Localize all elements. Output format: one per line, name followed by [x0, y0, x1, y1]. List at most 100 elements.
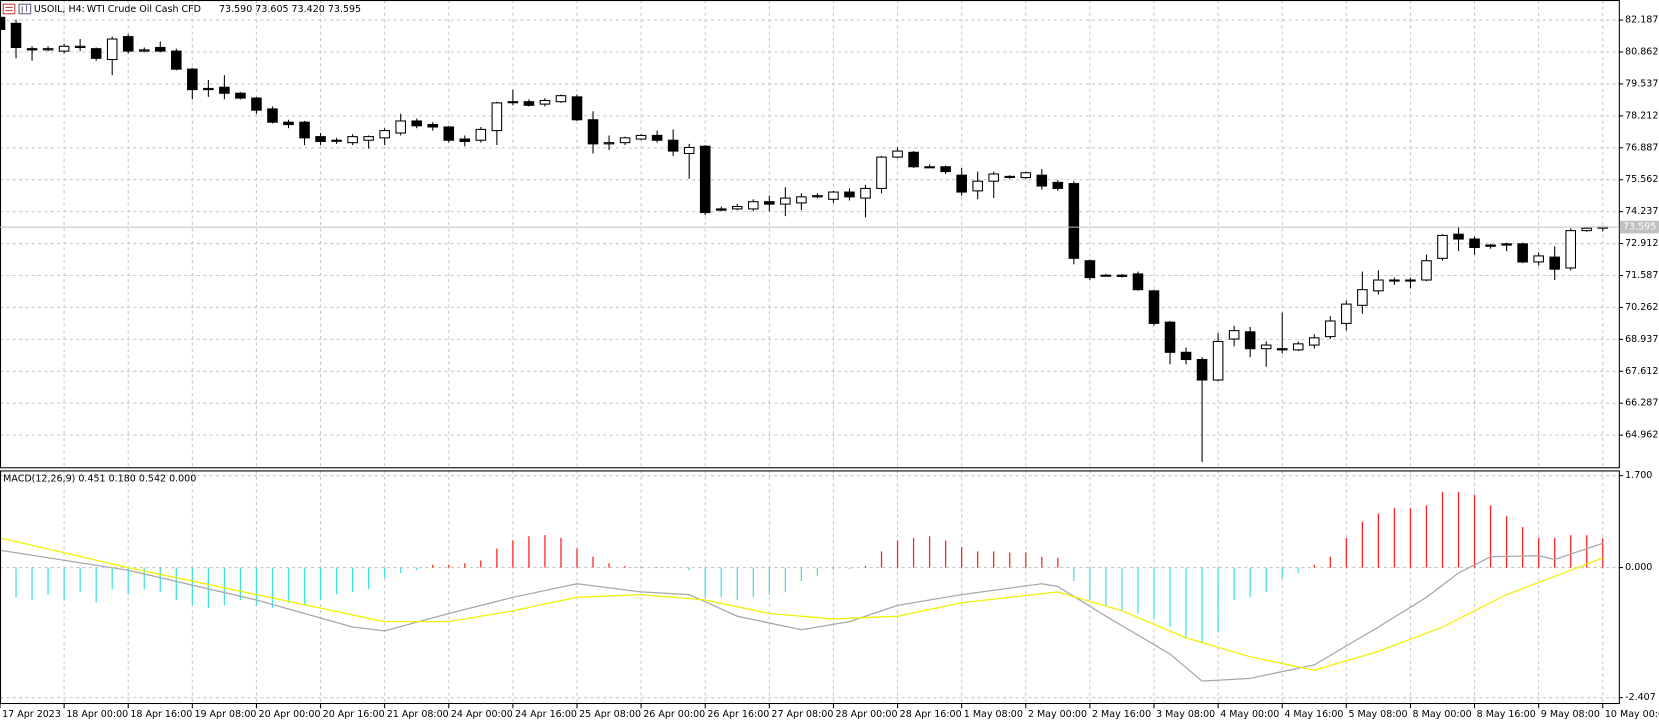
candle-body	[283, 121, 294, 126]
candle-body	[715, 208, 727, 211]
candle-body	[683, 146, 695, 155]
x-tick-label: 5 May 08:00	[1348, 709, 1407, 720]
candle-body	[1244, 331, 1256, 350]
candle-body	[587, 119, 599, 145]
candle-body	[235, 92, 246, 99]
x-tick-label: 4 May 16:00	[1284, 709, 1343, 720]
candle-body	[1565, 230, 1577, 269]
candle-body	[459, 138, 471, 142]
candle-body	[1260, 344, 1272, 350]
candle-body	[523, 101, 535, 106]
x-tick-label: 24 Apr 16:00	[515, 709, 577, 720]
y-tick-label: 0.000	[1625, 562, 1652, 573]
candle-body	[1212, 340, 1224, 381]
ohlc-readout: 73.590 73.605 73.420 73.595	[219, 4, 361, 15]
candle-body	[154, 46, 166, 52]
x-tick-label: 20 Apr 16:00	[323, 709, 385, 720]
x-tick-label: 26 Apr 00:00	[643, 709, 705, 720]
candle-body	[1357, 289, 1368, 306]
macd-title: MACD(12,26,9) 0.451 0.180 0.542 0.000	[3, 473, 196, 484]
candle-body	[267, 108, 278, 123]
candle-body	[90, 48, 102, 59]
candle-body	[828, 191, 839, 200]
candle-body	[1052, 181, 1064, 189]
candle-body	[1533, 255, 1544, 263]
candle-body	[1148, 290, 1160, 324]
x-tick-label: 8 May 16:00	[1477, 709, 1536, 720]
x-tick-label: 8 May 00:00	[1413, 709, 1472, 720]
candle-body	[395, 120, 406, 134]
chart-subtitle: WTI Crude Oil Cash CFD	[87, 4, 201, 15]
y-tick-label: 1.700	[1625, 470, 1652, 481]
candle-body	[1437, 234, 1448, 259]
y-tick-label: 67.612	[1625, 366, 1658, 377]
candle-body	[507, 101, 519, 104]
x-tick-label: 18 Apr 16:00	[130, 709, 192, 720]
candle-body	[315, 136, 326, 142]
candle-body	[555, 95, 567, 103]
candle-body	[924, 166, 935, 169]
x-tick-label: 3 May 08:00	[1156, 709, 1215, 720]
candle-body	[539, 99, 551, 105]
candle-body	[10, 22, 22, 48]
candle-body	[171, 50, 182, 70]
x-tick-label: 28 Apr 16:00	[900, 709, 962, 720]
candle-body	[1341, 303, 1352, 324]
candle-body	[1469, 238, 1480, 249]
candle-body	[331, 139, 342, 142]
x-tick-label: 4 May 00:00	[1220, 709, 1279, 720]
candle-body	[1453, 233, 1464, 240]
candle-body	[1196, 358, 1208, 381]
candle-body	[860, 187, 871, 199]
x-tick-label: 2 May 16:00	[1092, 709, 1151, 720]
y-tick-label: 66.287	[1625, 398, 1658, 409]
candle-body	[844, 191, 855, 198]
candle-body	[1421, 260, 1432, 281]
y-tick-label: 71.587	[1625, 270, 1658, 281]
candle-body	[347, 136, 358, 144]
bid-label-box	[1619, 220, 1659, 234]
x-tick-label: 25 Apr 08:00	[579, 709, 641, 720]
candle-body	[796, 196, 807, 204]
mark-layer	[0, 10, 1609, 682]
x-tick-label: 10 May 00:00	[1605, 709, 1659, 720]
candle-body	[1501, 243, 1512, 246]
candle-body	[1020, 172, 1032, 179]
candle-body	[812, 195, 823, 198]
candle-body	[876, 156, 887, 189]
candle-body	[1004, 175, 1016, 178]
candle-body	[1276, 348, 1288, 351]
candle-body	[1308, 337, 1320, 346]
candle-body	[411, 120, 423, 127]
candle-body	[1405, 279, 1416, 282]
candle-body	[443, 126, 455, 141]
x-tick-label: 26 Apr 16:00	[707, 709, 769, 720]
x-tick-label: 19 Apr 08:00	[194, 709, 256, 720]
y-tick-label: 70.262	[1625, 302, 1658, 313]
candle-body	[138, 49, 150, 52]
candle-body	[1116, 274, 1128, 277]
y-tick-label: 68.937	[1625, 334, 1658, 345]
candle-body	[780, 197, 791, 205]
chart-title: USOIL, H4:	[34, 4, 85, 15]
x-tick-label: 9 May 08:00	[1541, 709, 1600, 720]
candle-body	[571, 96, 583, 121]
candle-body	[1485, 244, 1496, 247]
candle-body	[42, 48, 54, 51]
candle-body	[1292, 343, 1304, 351]
candle-body	[764, 201, 775, 205]
y-tick-label: 82.187	[1625, 15, 1658, 26]
y-tick-label: 72.912	[1625, 238, 1658, 249]
y-tick-label: 74.237	[1625, 206, 1658, 217]
candle-body	[699, 145, 711, 214]
candle-body	[651, 134, 663, 141]
candle-body	[908, 151, 919, 168]
candle-body	[635, 134, 647, 140]
x-tick-label: 20 Apr 00:00	[259, 709, 321, 720]
candle-body	[603, 142, 615, 145]
icon-menu	[2, 3, 16, 15]
x-tick-label: 1 May 08:00	[964, 709, 1023, 720]
candle-body	[1373, 279, 1384, 292]
